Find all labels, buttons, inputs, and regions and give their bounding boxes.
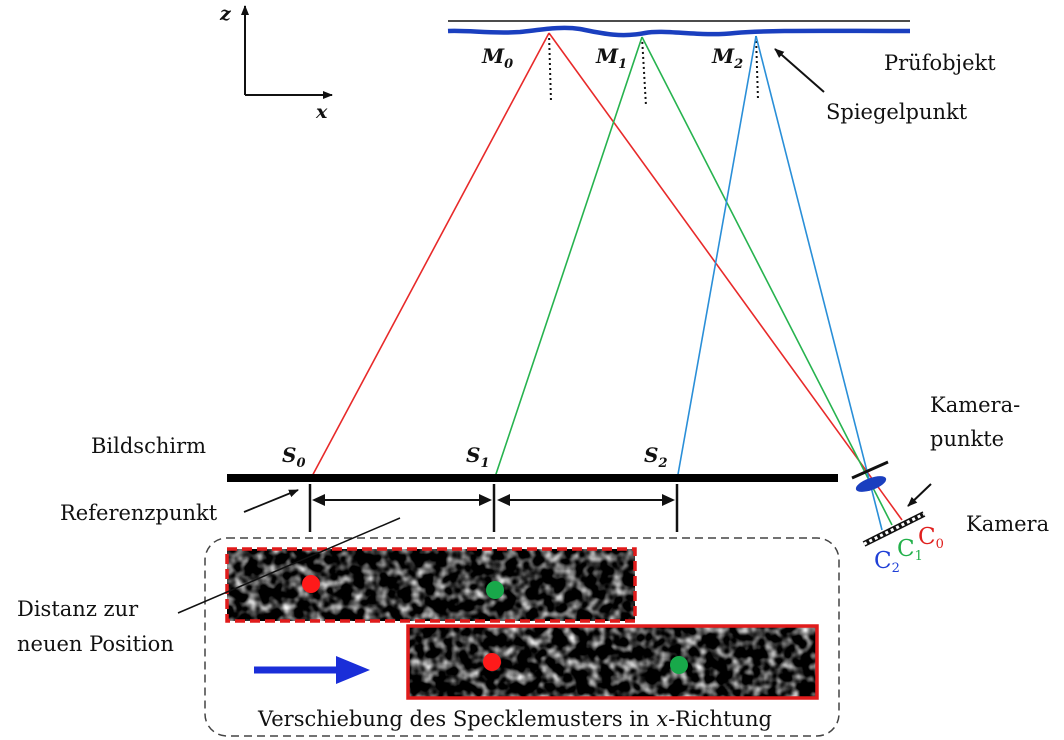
label-kamerapunkte-1: Kamera-	[930, 393, 1020, 417]
coordinate-axes: z x	[219, 3, 333, 123]
ray-m2-c2	[755, 35, 883, 531]
label-s0: S0	[282, 443, 306, 471]
label-pruefobjekt: Prüfobjekt	[884, 51, 996, 75]
label-m0: M0	[481, 44, 513, 72]
distance-2-arrow-left	[497, 494, 510, 506]
label-kamera: Kamera	[966, 512, 1049, 536]
speckle-2-red-dot	[483, 653, 501, 671]
label-s1: S1	[466, 443, 490, 471]
speckle-1-red-dot	[302, 575, 320, 593]
speckle-1-green-dot	[486, 581, 504, 599]
speckle-2-green-dot	[670, 656, 688, 674]
shift-arrow	[254, 656, 370, 684]
spiegelpunkt-arrow	[774, 48, 825, 93]
label-spiegelpunkt: Spiegelpunkt	[826, 100, 968, 124]
ray-m0-c0	[548, 32, 903, 521]
camera-aperture	[851, 460, 889, 480]
speckle-1-frame	[225, 547, 637, 623]
speckle-1-pattern	[227, 549, 635, 621]
label-s2: S2	[644, 443, 668, 471]
object-surface	[447, 25, 911, 38]
label-m2: M2	[711, 44, 743, 72]
label-distanz-2: neuen Position	[17, 632, 174, 656]
shift-arrow-head	[336, 656, 370, 684]
light-rays	[309, 32, 903, 531]
referenzpunkt-arrow	[243, 489, 299, 513]
ray-s0-m0	[309, 32, 550, 481]
screen-point-labels: S0 S1 S2	[282, 443, 668, 471]
distance-1-arrow-right	[479, 494, 492, 506]
speckle-2-frame	[406, 624, 819, 700]
camera	[851, 460, 932, 547]
distance-1-arrow-left	[312, 494, 325, 506]
speckle-image-original	[225, 547, 637, 623]
normal-m1	[641, 36, 647, 107]
test-object	[447, 20, 911, 107]
speckle-image-shifted	[406, 624, 819, 700]
speckle-2-pattern	[408, 626, 817, 698]
normal-m2	[755, 35, 759, 101]
normal-m0	[548, 32, 552, 103]
label-c2: C2	[874, 548, 900, 576]
camera-lens	[855, 476, 887, 492]
ray-s1-m1	[493, 36, 643, 481]
ray-m1-c1	[641, 36, 893, 526]
kamerapunkte-arrow	[907, 483, 932, 507]
label-c0: C0	[918, 524, 944, 552]
label-m1: M1	[595, 44, 627, 72]
label-c1: C1	[897, 536, 923, 564]
label-referenzpunkt: Referenzpunkt	[60, 501, 218, 525]
ray-s2-m2	[676, 35, 757, 481]
distance-markers	[308, 484, 679, 532]
z-axis-label: z	[219, 3, 232, 25]
distance-2-arrow-right	[662, 494, 675, 506]
label-distanz-1: Distanz zur	[17, 597, 139, 621]
caption: Verschiebung des Specklemusters in x-Ric…	[257, 707, 772, 731]
speckle-panel	[204, 537, 840, 737]
distanz-pointer	[177, 517, 401, 614]
camera-sensor	[862, 511, 926, 547]
camera-sensor-pixels	[863, 512, 925, 546]
camera-point-labels: C2 C1 C0	[874, 524, 944, 576]
label-bildschirm: Bildschirm	[91, 434, 206, 458]
x-axis-label: x	[315, 101, 328, 123]
mirror-point-labels: M0 M1 M2	[481, 44, 743, 72]
label-kamerapunkte-2: punkte	[930, 427, 1004, 451]
